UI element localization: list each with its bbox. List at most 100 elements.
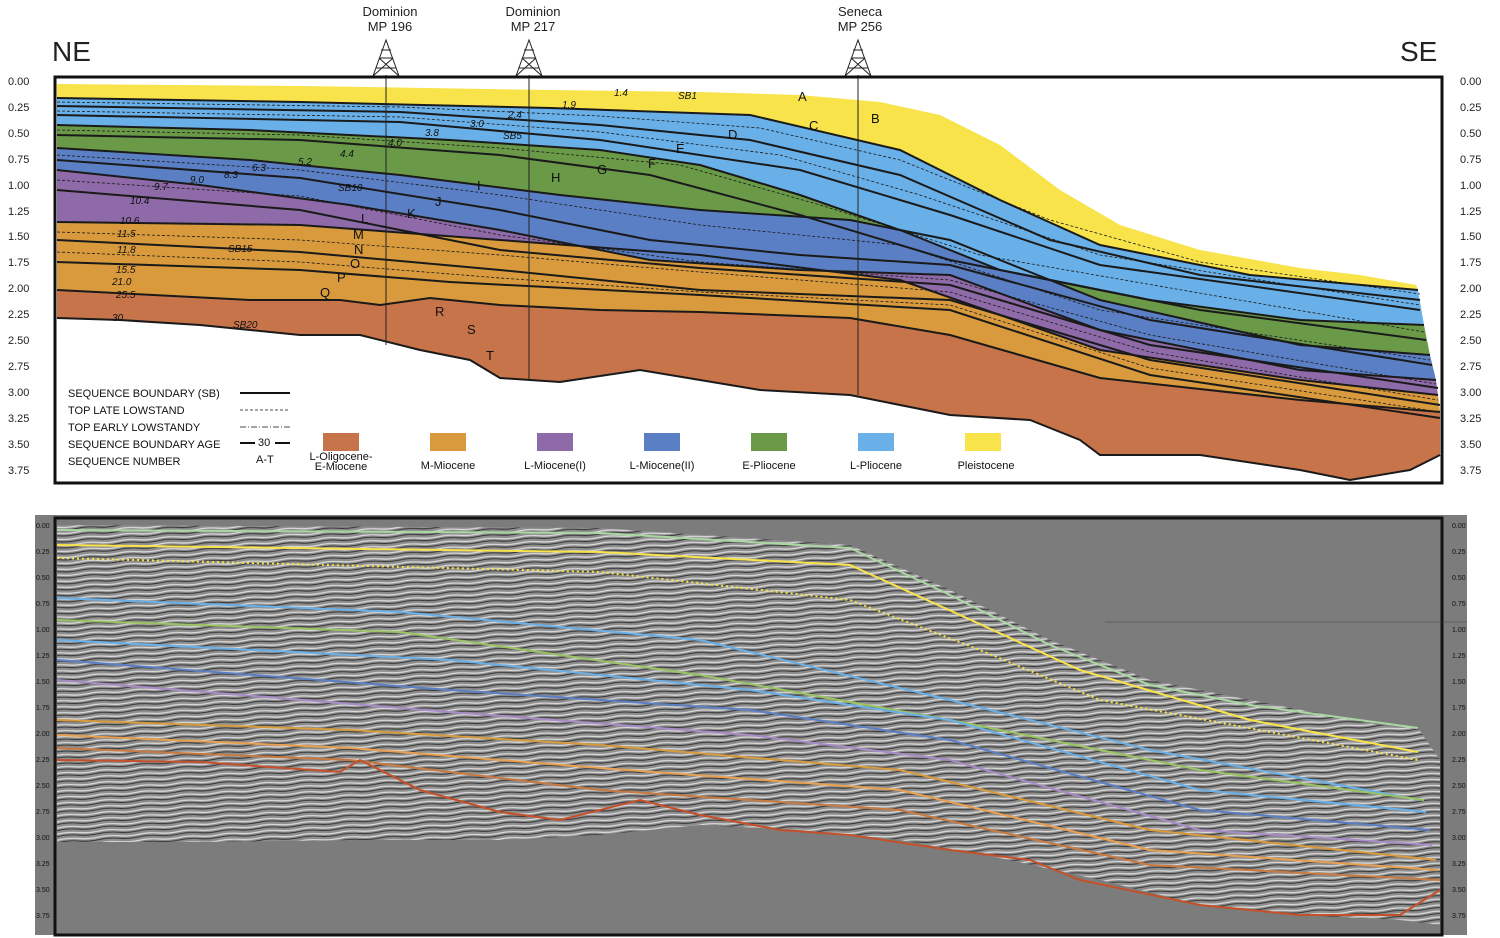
sequence-label: R (435, 304, 445, 319)
y-tick: 3.75 (8, 464, 30, 477)
y-tick: 1.25 (1452, 653, 1466, 660)
seismic-panel (35, 515, 1467, 937)
layer-l-pliocene (57, 98, 1424, 325)
y-tick: 1.75 (1452, 705, 1466, 712)
ne-label: NE (52, 36, 91, 67)
lowstand-lines (56, 101, 1441, 413)
legend-item-label: TOP LATE LOWSTAND (68, 405, 185, 417)
y-tick: 0.50 (1452, 575, 1466, 582)
sequence-label: D (728, 127, 738, 142)
y-tick: 3.00 (1460, 386, 1482, 399)
y-tick: 3.00 (36, 835, 50, 842)
well-name: Dominion (505, 4, 561, 19)
y-tick: 0.50 (36, 575, 50, 582)
y-tick: 2.75 (8, 360, 30, 373)
y-tick: 1.25 (36, 653, 50, 660)
y-tick: 2.00 (1460, 283, 1482, 296)
legend-epoch-label: L-Pliocene (850, 460, 902, 472)
well-lines (385, 75, 859, 395)
y-tick: 3.50 (8, 438, 30, 451)
y-tick: 3.75 (1452, 913, 1466, 920)
y-axis-left-top: 0.00 0.25 0.50 0.75 1.00 1.25 1.50 1.75 … (8, 70, 29, 485)
y-tick: 0.25 (36, 549, 50, 556)
sequence-label: L (361, 211, 369, 226)
y-tick: 3.50 (36, 887, 50, 894)
derrick-icon (844, 38, 872, 77)
cross-section-panel (53, 38, 1444, 485)
y-tick: 2.75 (36, 809, 50, 816)
y-tick: 1.00 (8, 179, 30, 192)
y-tick: 2.50 (36, 783, 50, 790)
y-tick: 3.25 (1460, 412, 1482, 425)
age-label: 5.2 (298, 157, 312, 168)
sb-label: SB5 (503, 131, 522, 142)
panel-frame (53, 75, 1444, 485)
age-label: 21.0 (112, 277, 132, 288)
y-tick: 0.00 (36, 523, 50, 530)
age-label: 4.4 (340, 149, 354, 160)
y-tick: 3.25 (8, 412, 30, 425)
well-label-mp217: Dominion MP 217 (498, 4, 568, 34)
sequence-label: G (597, 162, 608, 177)
legend-item-label: SEQUENCE NUMBER (68, 456, 181, 468)
sequence-label: F (648, 156, 656, 171)
age-label: 2.4 (508, 110, 522, 121)
y-tick: 1.00 (1460, 179, 1482, 192)
sequence-label: P (337, 270, 346, 285)
age-label: 4.0 (388, 138, 402, 149)
sequence-label: B (871, 111, 880, 126)
y-tick: 3.25 (36, 861, 50, 868)
epoch-label-line1: L-Oligocene- (309, 451, 373, 463)
legend-epoch-label: Pleistocene (957, 460, 1015, 472)
y-tick: 2.25 (8, 309, 30, 322)
layer-e-pliocene (57, 125, 1430, 355)
seismic-data (57, 525, 1440, 925)
y-tick: 0.00 (8, 76, 30, 88)
age-label: 6.3 (252, 163, 266, 174)
y-tick: 1.75 (1460, 257, 1482, 270)
y-tick: 0.25 (1460, 101, 1482, 114)
age-label: 9.7 (154, 182, 168, 193)
epoch-label-line2: E-Miocene (314, 461, 368, 473)
legend-item-label: TOP EARLY LOWSTANDY (68, 422, 201, 434)
y-tick: 0.75 (1460, 153, 1482, 166)
age-label: 1.4 (614, 88, 628, 99)
y-tick: 2.50 (1460, 335, 1482, 348)
sequence-label: T (486, 348, 494, 363)
y-tick: 2.00 (36, 731, 50, 738)
y-tick: 3.50 (1460, 438, 1482, 451)
age-label: 8.3 (224, 170, 238, 181)
sequence-label: H (551, 170, 561, 185)
well-label-mp196: Dominion MP 196 (355, 4, 425, 34)
derrick-icons (372, 38, 872, 77)
well-name: Dominion (362, 4, 418, 19)
age-label: 30 (112, 313, 124, 324)
legend (240, 392, 1001, 451)
age-label: 3.8 (425, 128, 439, 139)
se-label: SE (1400, 36, 1438, 67)
derrick-icon (515, 38, 543, 77)
age-label: 11.8 (117, 245, 136, 256)
y-tick: 1.50 (1452, 679, 1466, 686)
age-label: 10.6 (120, 216, 140, 227)
y-axis-right-bottom: 0.00 0.25 0.50 0.75 1.00 1.25 1.50 1.75 … (1452, 514, 1466, 930)
age-label: 15.5 (116, 265, 136, 276)
y-tick: 3.75 (1460, 464, 1482, 477)
y-tick: 2.50 (8, 335, 30, 348)
sequence-label: C (809, 118, 819, 133)
well-label-mp256: Seneca MP 256 (825, 4, 895, 34)
y-tick: 3.75 (36, 913, 50, 920)
legend-epoch-label: E-Pliocene (742, 460, 796, 472)
y-tick: 2.75 (1460, 360, 1482, 373)
y-tick: 2.25 (36, 757, 50, 764)
sequence-boundaries (56, 97, 1441, 482)
age-label: 1.9 (562, 100, 576, 111)
legend-item-label: SEQUENCE BOUNDARY (SB) (68, 388, 220, 400)
y-tick: 1.25 (1460, 205, 1482, 218)
y-tick: 0.50 (8, 127, 30, 140)
y-tick: 1.25 (8, 205, 30, 218)
sequence-label: E (676, 141, 685, 156)
well-id: MP 217 (510, 19, 556, 34)
y-tick: 1.75 (36, 705, 50, 712)
layer-l-miocene-1 (57, 170, 1438, 395)
